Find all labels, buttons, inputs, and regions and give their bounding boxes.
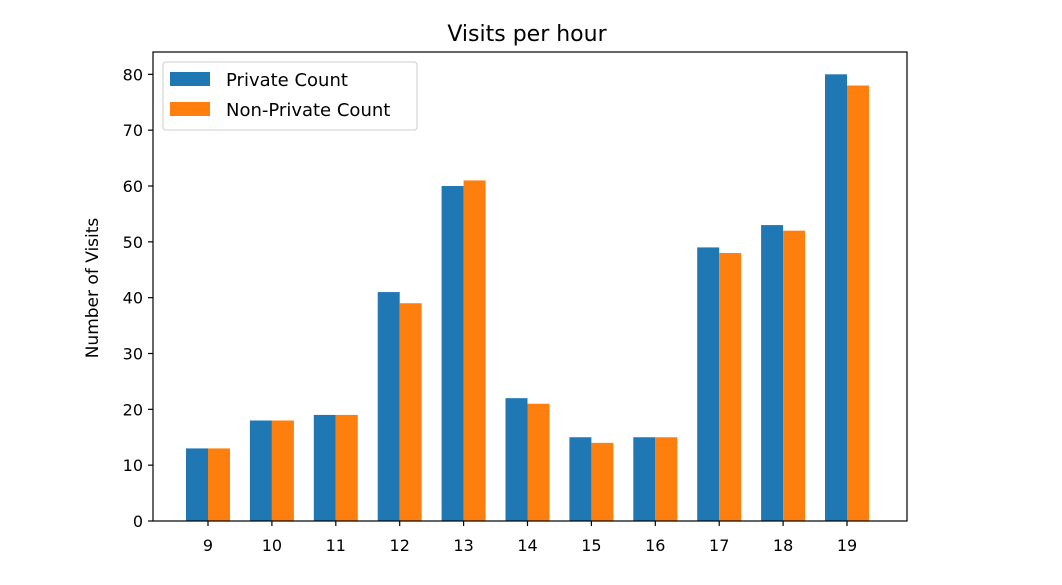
bar-non-private-count-10 xyxy=(271,420,294,521)
y-tick-label: 70 xyxy=(123,121,143,140)
legend: Private Count Non-Private Count xyxy=(162,61,418,131)
bar-non-private-count-19 xyxy=(847,85,869,521)
x-tick-label: 19 xyxy=(837,536,857,555)
bar-private-count-18 xyxy=(761,225,784,522)
y-tick-label: 30 xyxy=(123,345,143,364)
y-axis-label: Number of Visits xyxy=(83,218,103,359)
bar-private-count-14 xyxy=(505,398,528,521)
legend-swatch-non-private-count xyxy=(170,102,210,116)
y-tick-label: 50 xyxy=(123,233,143,252)
y-tick-label: 60 xyxy=(123,177,143,196)
bar-non-private-count-11 xyxy=(335,414,358,521)
x-tick-label: 12 xyxy=(390,536,410,555)
legend-box xyxy=(162,61,418,131)
chart-title: Visits per hour xyxy=(447,22,607,47)
bar-private-count-17 xyxy=(697,247,720,521)
bar-non-private-count-15 xyxy=(591,442,614,521)
bar-non-private-count-17 xyxy=(719,253,742,521)
x-tick-label: 13 xyxy=(453,536,473,555)
y-axis: 0 10 20 30 40 50 60 70 80 xyxy=(123,65,153,531)
y-tick-label: 10 xyxy=(123,456,143,475)
y-tick-label: 40 xyxy=(123,289,143,308)
bar-non-private-count-18 xyxy=(783,230,806,521)
bar-non-private-count-14 xyxy=(527,403,550,521)
x-tick-label: 11 xyxy=(326,536,346,555)
legend-label-non-private-count: Non-Private Count xyxy=(226,100,390,121)
plot-frame xyxy=(152,51,908,522)
bars xyxy=(186,74,869,522)
bar-private-count-16 xyxy=(633,437,656,521)
bar-private-count-19 xyxy=(825,74,847,521)
bar-non-private-count-12 xyxy=(399,303,422,521)
legend-label-private-count: Private Count xyxy=(226,70,348,91)
x-tick-label: 16 xyxy=(645,536,665,555)
x-tick-label: 17 xyxy=(709,536,729,555)
x-tick-label: 10 xyxy=(262,536,282,555)
y-tick-label: 80 xyxy=(123,65,143,84)
y-tick-label: 20 xyxy=(123,400,143,419)
bar-non-private-count-9 xyxy=(208,448,230,521)
bar-private-count-13 xyxy=(441,186,464,521)
bar-non-private-count-16 xyxy=(655,437,678,521)
x-tick-label: 15 xyxy=(581,536,601,555)
bar-private-count-11 xyxy=(313,414,336,521)
legend-swatch-private-count xyxy=(170,72,210,86)
bar-private-count-9 xyxy=(186,448,208,521)
x-tick-label: 14 xyxy=(517,536,537,555)
bar-private-count-10 xyxy=(249,420,272,521)
x-tick-label: 18 xyxy=(773,536,793,555)
y-tick-label: 0 xyxy=(133,512,143,531)
x-tick-label: 9 xyxy=(203,536,213,555)
bar-non-private-count-13 xyxy=(463,180,486,521)
x-axis: 9 10 11 12 13 14 15 16 17 18 19 xyxy=(203,521,857,555)
bar-private-count-12 xyxy=(377,292,400,521)
bar-private-count-15 xyxy=(569,437,592,521)
